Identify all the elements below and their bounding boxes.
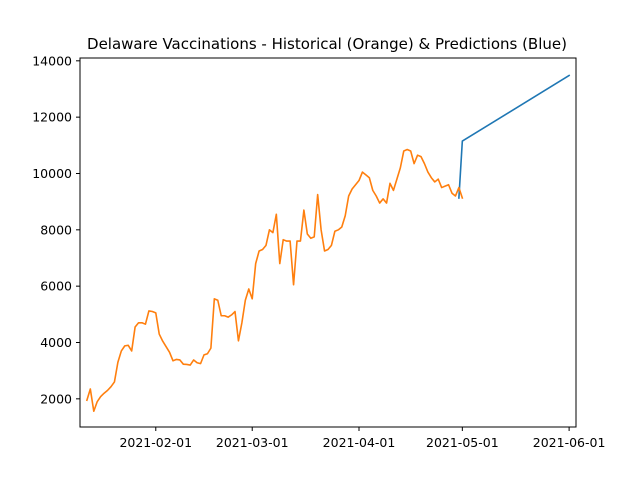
x-tick-label-4: 2021-06-01 — [533, 435, 606, 450]
series-layer — [85, 74, 571, 413]
x-tick-label-0: 2021-02-01 — [119, 435, 192, 450]
y-tick-label-1: 4000 — [40, 335, 72, 350]
x-tick-label-3: 2021-05-01 — [426, 435, 499, 450]
y-tick-label-3: 8000 — [40, 222, 72, 237]
plot-frame — [79, 57, 577, 428]
x-tick-label-1: 2021-03-01 — [216, 435, 289, 450]
x-tick-label-2: 2021-04-01 — [323, 435, 396, 450]
chart-title: Delaware Vaccinations - Historical (Oran… — [87, 35, 567, 53]
y-tick-label-0: 2000 — [40, 391, 72, 406]
y-tick-label-6: 14000 — [32, 53, 72, 68]
axis-layer: 2000 4000 6000 8000 10000 12000 14000 2021-02-0… — [32, 53, 605, 450]
series-line-0 — [458, 74, 571, 199]
y-tick-label-5: 12000 — [32, 110, 72, 125]
series-line-1 — [85, 148, 464, 413]
y-tick-label-2: 6000 — [40, 279, 72, 294]
y-tick-label-4: 10000 — [32, 166, 72, 181]
